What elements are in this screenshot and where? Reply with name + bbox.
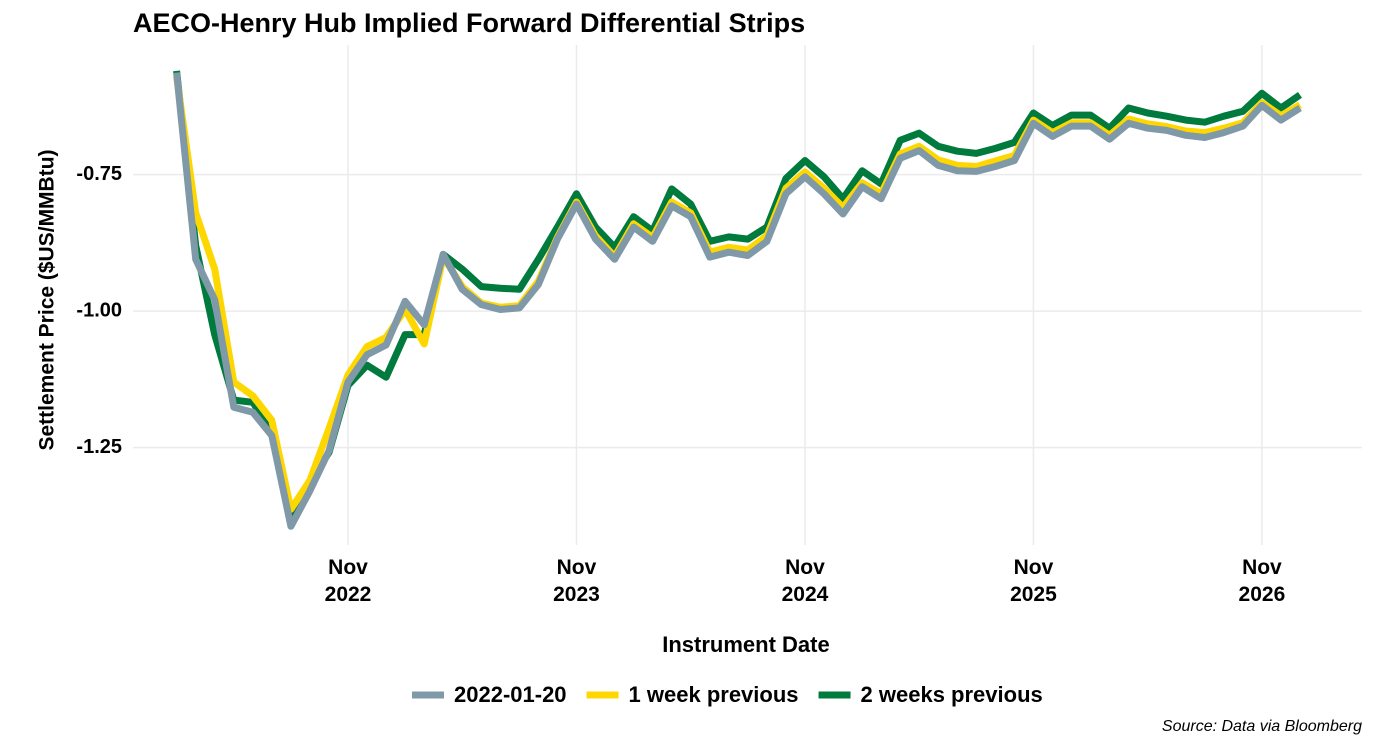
series-line xyxy=(173,72,1302,530)
series-line xyxy=(173,70,1302,520)
x-axis-label: Instrument Date xyxy=(662,632,829,657)
chart-title: AECO-Henry Hub Implied Forward Different… xyxy=(133,8,805,38)
x-tick-label: Nov 2024 xyxy=(781,556,829,606)
legend-label: 1 week previous xyxy=(629,682,799,707)
y-tick-label: -1.00 xyxy=(76,299,122,321)
x-tick-label: Nov 2025 xyxy=(1010,556,1057,606)
y-tick-label: -0.75 xyxy=(76,163,122,185)
y-axis-label: Settlement Price ($US/MMBtu) xyxy=(36,149,59,450)
source-note: Source: Data via Bloomberg xyxy=(1162,718,1362,735)
y-tick-label: -1.25 xyxy=(76,436,122,458)
series-line xyxy=(173,75,1302,513)
legend-label: 2 weeks previous xyxy=(861,682,1043,707)
legend-label: 2022-01-20 xyxy=(454,682,567,707)
x-tick-label: Nov 2026 xyxy=(1238,556,1286,606)
x-tick-label: Nov 2023 xyxy=(553,556,600,606)
x-tick-label: Nov 2022 xyxy=(324,556,372,606)
legend: 2022-01-20 1 week previous 2 weeks previou… xyxy=(412,682,1043,707)
